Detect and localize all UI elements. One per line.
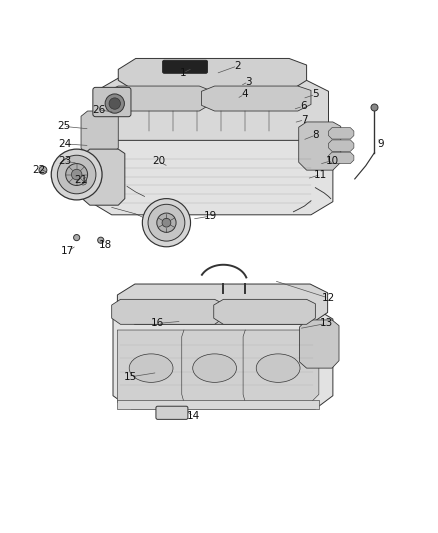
Polygon shape [117, 400, 319, 409]
Text: 23: 23 [58, 156, 71, 166]
FancyBboxPatch shape [162, 60, 208, 74]
Text: 19: 19 [204, 211, 217, 221]
Circle shape [148, 204, 185, 241]
Text: 9: 9 [378, 139, 385, 149]
Polygon shape [201, 86, 311, 111]
Circle shape [109, 98, 120, 109]
Polygon shape [299, 122, 341, 170]
Circle shape [80, 178, 87, 185]
Text: 5: 5 [312, 90, 319, 99]
Text: 4: 4 [241, 90, 248, 99]
Polygon shape [117, 284, 328, 324]
Polygon shape [214, 300, 315, 324]
Circle shape [371, 104, 378, 111]
Text: 8: 8 [312, 130, 319, 140]
Text: 1: 1 [180, 68, 187, 78]
Polygon shape [113, 306, 333, 409]
Text: 2: 2 [234, 61, 241, 71]
Polygon shape [95, 78, 328, 140]
Text: 17: 17 [61, 246, 74, 256]
Ellipse shape [256, 354, 300, 382]
Text: 18: 18 [99, 240, 112, 251]
Circle shape [75, 174, 91, 189]
Ellipse shape [193, 354, 237, 382]
Circle shape [105, 94, 124, 113]
Text: 25: 25 [57, 122, 70, 131]
Circle shape [157, 213, 176, 232]
Text: 14: 14 [187, 411, 200, 421]
Circle shape [39, 166, 47, 174]
Text: 22: 22 [32, 165, 45, 175]
Text: 7: 7 [301, 115, 308, 125]
Text: 16: 16 [151, 318, 164, 328]
Polygon shape [243, 330, 319, 402]
Text: 26: 26 [92, 104, 105, 115]
Circle shape [98, 237, 104, 243]
Text: 11: 11 [314, 169, 327, 180]
FancyBboxPatch shape [156, 406, 188, 419]
Polygon shape [112, 300, 223, 324]
Polygon shape [300, 320, 339, 368]
Circle shape [71, 169, 82, 180]
Polygon shape [117, 330, 192, 402]
Polygon shape [182, 330, 253, 402]
Text: 6: 6 [300, 101, 307, 111]
Text: 13: 13 [320, 318, 333, 328]
Text: 21: 21 [74, 175, 88, 185]
Text: 24: 24 [58, 139, 71, 149]
Circle shape [57, 155, 96, 194]
Polygon shape [328, 128, 354, 139]
FancyBboxPatch shape [93, 87, 131, 117]
Circle shape [74, 235, 80, 241]
Circle shape [142, 199, 191, 247]
Polygon shape [118, 59, 307, 91]
Text: 15: 15 [124, 372, 137, 382]
Text: 20: 20 [152, 156, 165, 166]
Text: 12: 12 [322, 293, 335, 303]
Polygon shape [90, 140, 333, 215]
Polygon shape [107, 86, 210, 111]
Ellipse shape [129, 354, 173, 382]
Text: 10: 10 [325, 156, 339, 166]
Circle shape [51, 149, 102, 200]
Polygon shape [328, 152, 354, 164]
Circle shape [66, 164, 88, 185]
Polygon shape [83, 149, 125, 205]
Text: 3: 3 [245, 77, 252, 87]
Polygon shape [328, 140, 354, 151]
Polygon shape [81, 111, 118, 154]
Circle shape [162, 219, 171, 227]
